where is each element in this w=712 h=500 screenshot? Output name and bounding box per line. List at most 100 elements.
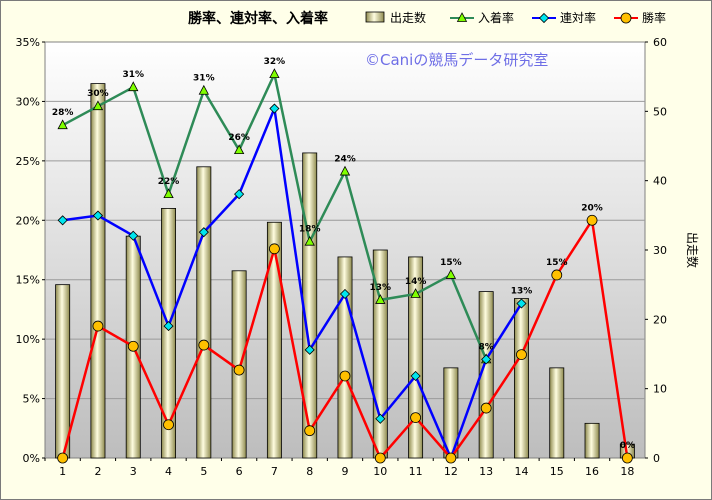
- y-axis-left-tick-label: 0%: [23, 452, 40, 465]
- x-axis-tick-label: 18: [620, 465, 634, 478]
- data-label: 31%: [122, 70, 144, 80]
- point-marker: [339, 288, 351, 300]
- point-marker: [374, 452, 386, 464]
- point-marker: [198, 84, 209, 95]
- point-marker: [234, 189, 245, 200]
- bar: [196, 166, 212, 459]
- point-marker: [269, 103, 280, 114]
- y-axis-right-label: 出走数: [685, 232, 700, 268]
- y-axis-right-tick-label: 20: [653, 313, 667, 326]
- data-label: 15%: [440, 258, 462, 268]
- bar: [231, 270, 247, 459]
- point-marker: [57, 452, 69, 464]
- point-marker: [233, 144, 245, 155]
- bar: [302, 152, 318, 459]
- series-lines: [57, 68, 633, 464]
- point-marker: [233, 364, 245, 376]
- x-axis-tick-label: 2: [94, 465, 101, 478]
- data-label: 32%: [264, 57, 286, 67]
- point-marker: [480, 402, 492, 414]
- x-axis-tick-label: 11: [409, 465, 423, 478]
- bar: [266, 221, 282, 459]
- x-axis-tick-label: 7: [271, 465, 278, 478]
- bar: [90, 83, 106, 459]
- y-axis-right-tick-label: 0: [653, 452, 660, 465]
- series-line: [62, 103, 523, 462]
- bar: [478, 291, 494, 459]
- point-marker: [339, 370, 351, 382]
- point-marker: [620, 12, 632, 24]
- watermark: ©Caniの競馬データ研究室: [365, 51, 548, 69]
- point-marker: [92, 100, 104, 111]
- point-marker: [375, 294, 386, 304]
- bar: [337, 256, 353, 459]
- point-marker: [269, 68, 280, 78]
- point-marker: [516, 298, 527, 309]
- y-axis-right-tick-label: 30: [653, 244, 667, 257]
- point-marker: [375, 413, 386, 424]
- legend: 出走数 入着率 連対率 勝率: [365, 10, 666, 25]
- data-label: 13%: [511, 286, 533, 296]
- point-marker: [410, 288, 421, 298]
- point-marker: [551, 269, 563, 281]
- x-axis-tick-label: 6: [236, 465, 243, 478]
- bars: [55, 83, 635, 459]
- data-label: 14%: [405, 277, 427, 287]
- data-label: 18%: [299, 225, 321, 235]
- x-axis-tick-label: 14: [514, 465, 528, 478]
- point-marker: [128, 230, 139, 241]
- chart-title: 勝率、連対率、入着率: [188, 10, 328, 27]
- point-marker: [304, 235, 315, 246]
- x-axis-tick-label: 16: [585, 465, 599, 478]
- y-axis-left-tick-label: 15%: [16, 274, 40, 287]
- y-axis-left-tick-label: 35%: [16, 36, 40, 49]
- point-marker: [198, 339, 210, 351]
- bar: [584, 422, 600, 459]
- point-marker: [127, 340, 139, 352]
- x-axis-tick-label: 9: [342, 465, 349, 478]
- y-axis-left-tick-label: 30%: [16, 95, 40, 108]
- data-label: 13%: [370, 283, 392, 293]
- point-marker: [163, 419, 174, 431]
- x-axis-tick-label: 15: [550, 465, 564, 478]
- point-marker: [198, 227, 209, 238]
- point-marker: [516, 349, 527, 360]
- point-marker: [57, 119, 68, 130]
- x-axis-tick-label: 4: [165, 465, 172, 478]
- point-marker: [57, 215, 68, 226]
- data-label: 22%: [158, 177, 180, 187]
- x-axis-tick-label: 5: [200, 465, 207, 478]
- point-marker: [339, 165, 351, 176]
- point-marker: [410, 412, 421, 423]
- data-label: 28%: [52, 108, 74, 118]
- legend-label: 連対率: [560, 10, 596, 25]
- y-axis-right-tick-label: 10: [653, 383, 667, 396]
- x-axis-tick-label: 10: [373, 465, 387, 478]
- point-marker: [445, 452, 457, 464]
- legend-label: 出走数: [390, 10, 426, 25]
- point-marker: [304, 344, 315, 355]
- y-axis-right-tick-label: 60: [653, 36, 667, 49]
- point-marker: [92, 320, 104, 332]
- data-label: 0%: [620, 441, 635, 451]
- y-axis-left-tick-label: 10%: [16, 333, 40, 346]
- point-marker: [410, 370, 421, 382]
- point-marker: [481, 354, 492, 365]
- data-label: 20%: [581, 203, 603, 213]
- point-marker: [163, 188, 174, 199]
- point-marker: [269, 243, 280, 255]
- point-marker: [538, 12, 550, 24]
- y-axis-right-tick-label: 40: [653, 175, 667, 188]
- y-axis-left-tick-label: 20%: [16, 214, 40, 227]
- bar: [408, 256, 424, 459]
- point-marker: [128, 81, 139, 92]
- bar: [549, 367, 565, 459]
- y-axis-left-tick-label: 5%: [23, 393, 40, 406]
- data-label: 15%: [546, 258, 568, 268]
- data-labels: 28% 30% 31% 22% 31% 26% 32% 18% 24% 13% 14% 15% 8% 13…: [52, 57, 635, 451]
- data-label: 31%: [193, 74, 215, 84]
- x-axis-tick-label: 1: [59, 465, 66, 478]
- point-marker: [445, 269, 457, 279]
- y-axis-right-tick-label: 50: [653, 105, 667, 118]
